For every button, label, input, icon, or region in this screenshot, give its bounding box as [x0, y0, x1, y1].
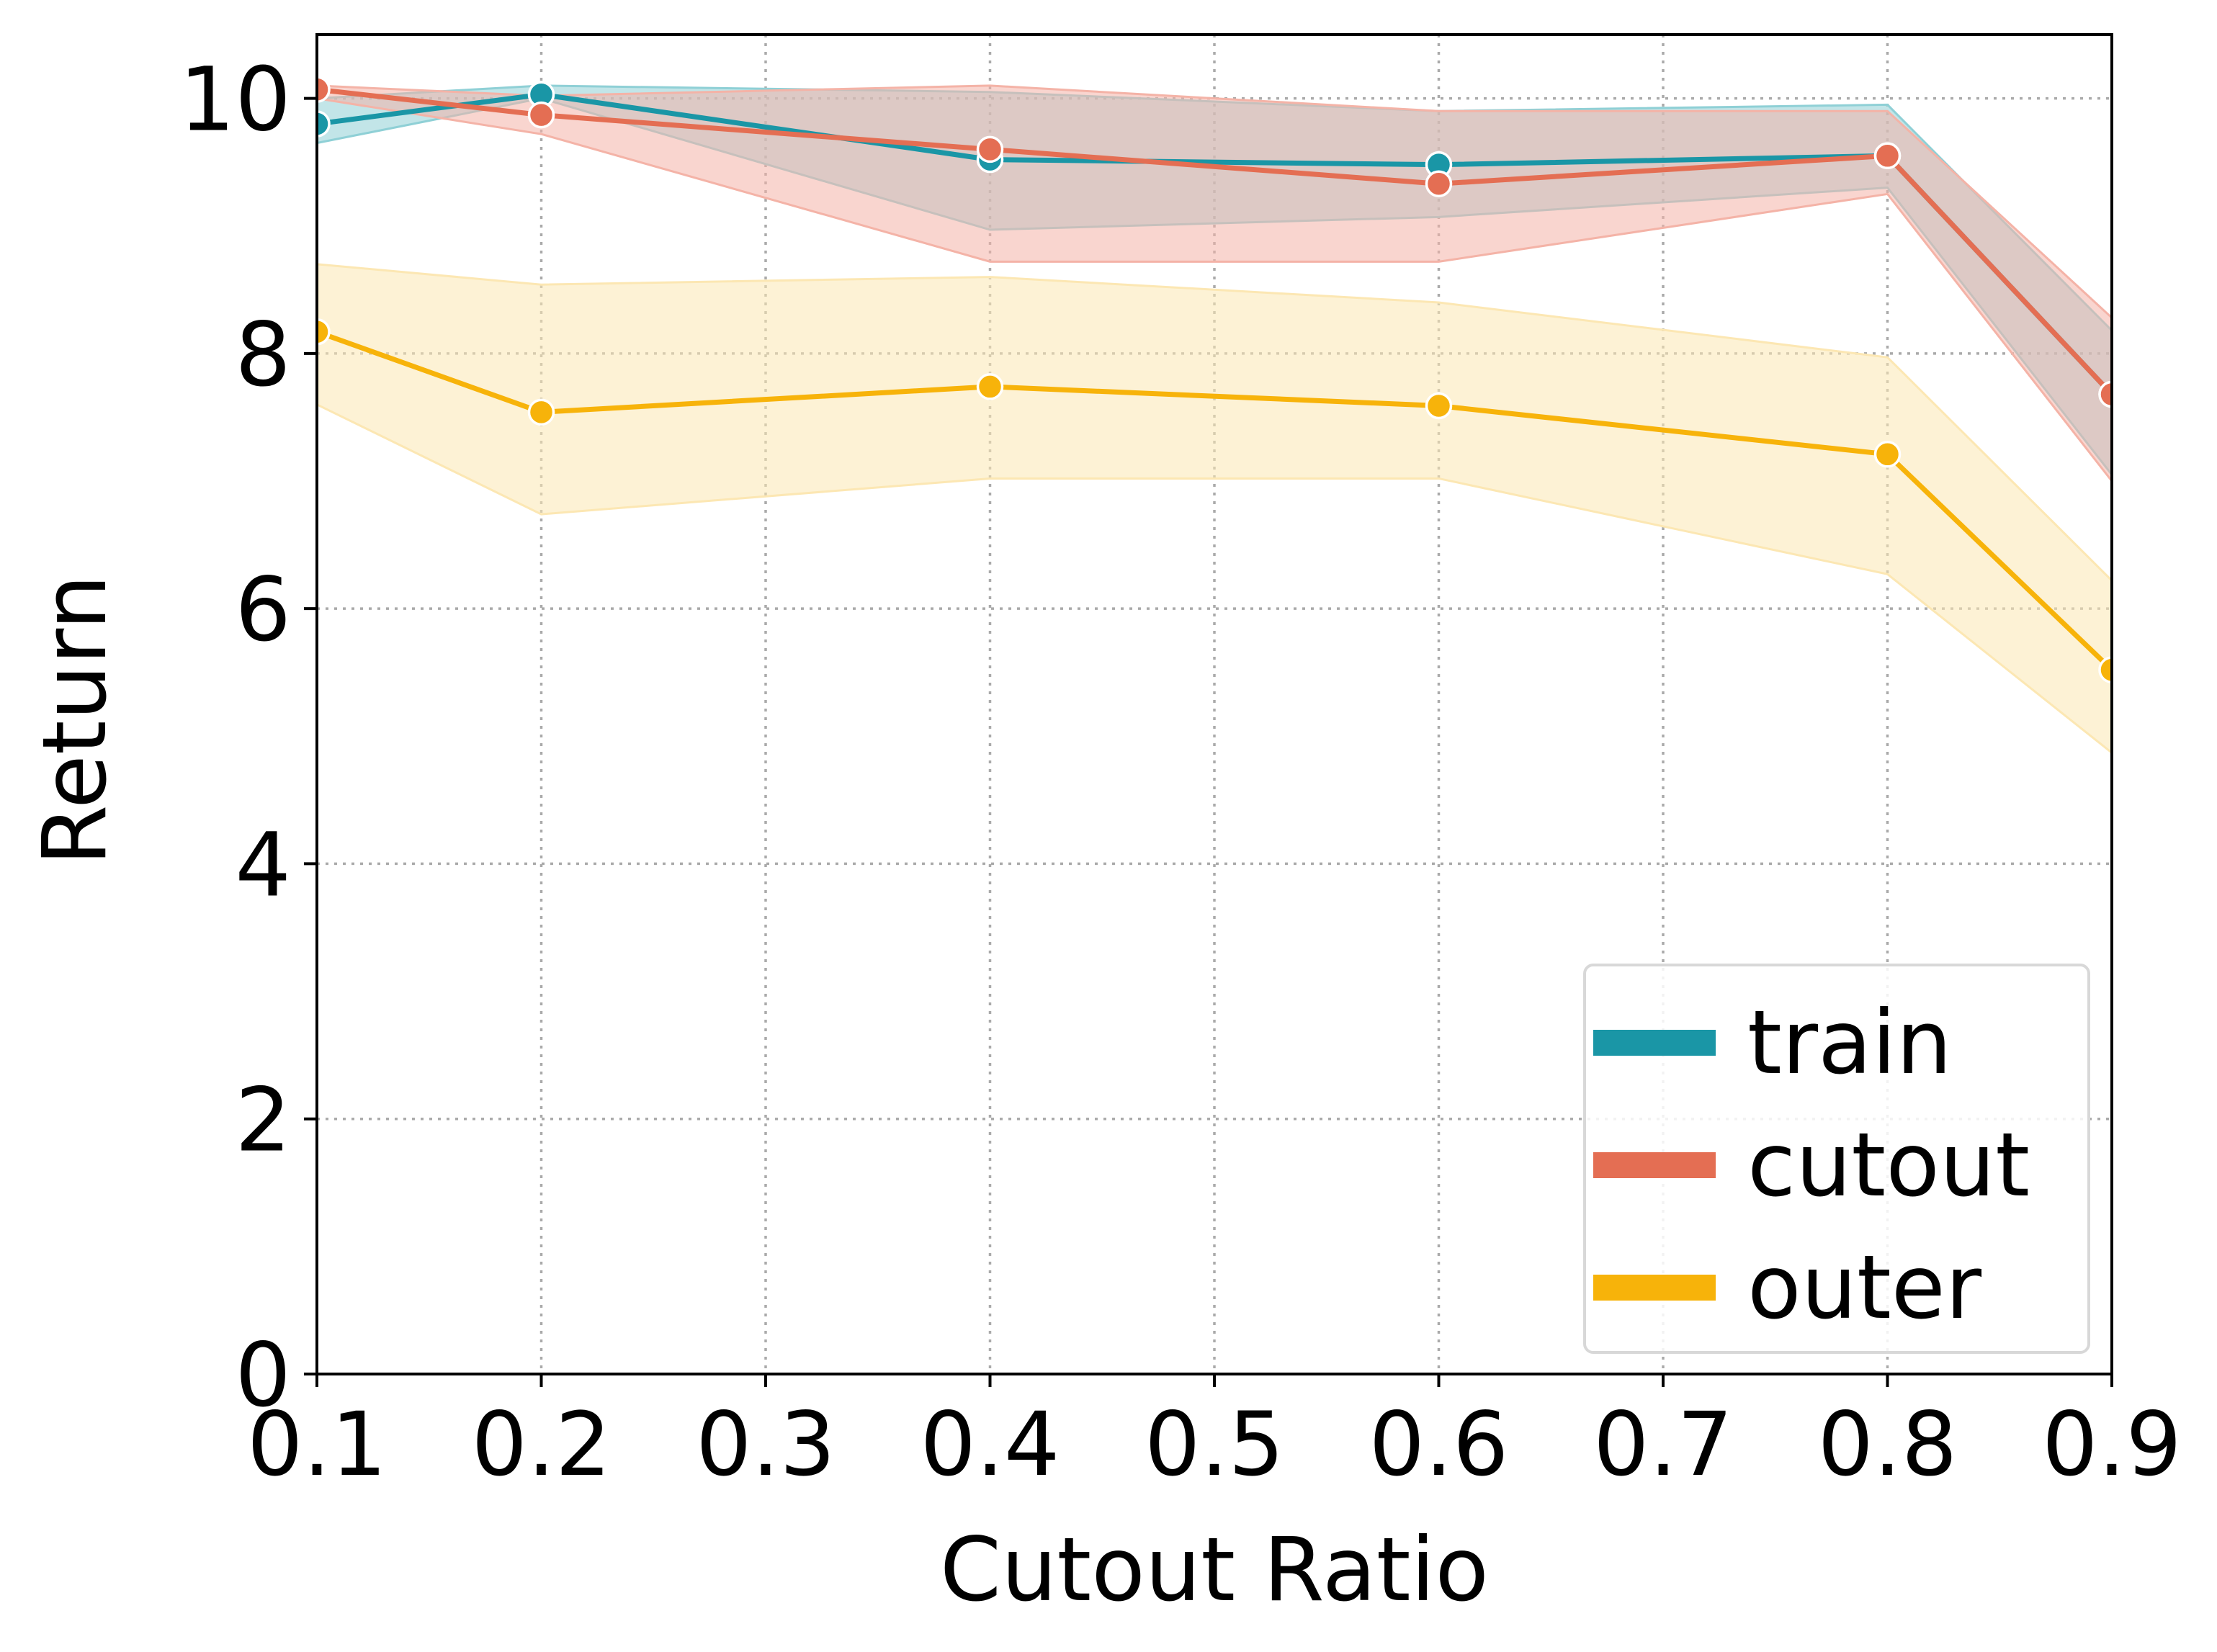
legend-label-train: train	[1747, 992, 1952, 1094]
data-point-outer	[317, 318, 331, 346]
series-line-cutout	[317, 86, 2112, 396]
data-point-outer	[1873, 441, 1902, 468]
x-tick-label: 0.4	[920, 1393, 1060, 1496]
data-point-train	[317, 110, 331, 138]
data-point-cutout	[1425, 170, 1453, 198]
data-point-outer	[2098, 656, 2112, 683]
x-tick-label: 0.1	[247, 1393, 387, 1496]
series-line-outer	[317, 329, 2112, 672]
y-axis-label: Return	[24, 575, 126, 866]
legend: train cutout outer	[1583, 964, 2090, 1354]
legend-box	[1583, 964, 2090, 1354]
y-tick-label: 0	[235, 1324, 291, 1427]
data-point-cutout	[317, 76, 331, 103]
y-tick-label: 6	[235, 559, 291, 661]
y-tick-label: 4	[235, 814, 291, 916]
x-tick-label: 0.8	[1817, 1393, 1957, 1496]
x-axis-label: Cutout Ratio	[940, 1519, 1489, 1621]
y-tick-label: 8	[235, 304, 291, 406]
series-layer	[317, 76, 2112, 755]
data-point-outer	[1425, 392, 1453, 420]
x-axis-ticks: 0.1 0.2 0.3 0.4 0.5 0.6 0.7 0.8 0.9	[247, 1374, 2182, 1496]
data-point-cutout	[976, 135, 1004, 163]
y-tick-label: 10	[179, 49, 291, 151]
data-point-cutout	[2098, 380, 2112, 408]
x-tick-label: 0.7	[1593, 1393, 1733, 1496]
data-point-outer	[527, 398, 555, 426]
x-tick-label: 0.6	[1369, 1393, 1508, 1496]
x-tick-label: 0.5	[1145, 1393, 1284, 1496]
x-tick-label: 0.9	[2042, 1393, 2182, 1496]
plot-area	[315, 33, 2113, 1375]
data-point-cutout	[527, 101, 555, 129]
y-axis-ticks: 0 2 4 6 8 10	[179, 49, 317, 1427]
y-tick-label: 2	[235, 1069, 291, 1172]
x-tick-label: 0.3	[696, 1393, 836, 1496]
x-tick-label: 0.2	[471, 1393, 611, 1496]
legend-label-cutout: cutout	[1747, 1114, 2030, 1216]
confidence-band-cutout	[317, 84, 2112, 483]
data-point-cutout	[1873, 142, 1902, 170]
confidence-band-outer	[317, 263, 2112, 755]
legend-label-outer: outer	[1747, 1236, 1982, 1339]
data-point-outer	[976, 373, 1004, 400]
